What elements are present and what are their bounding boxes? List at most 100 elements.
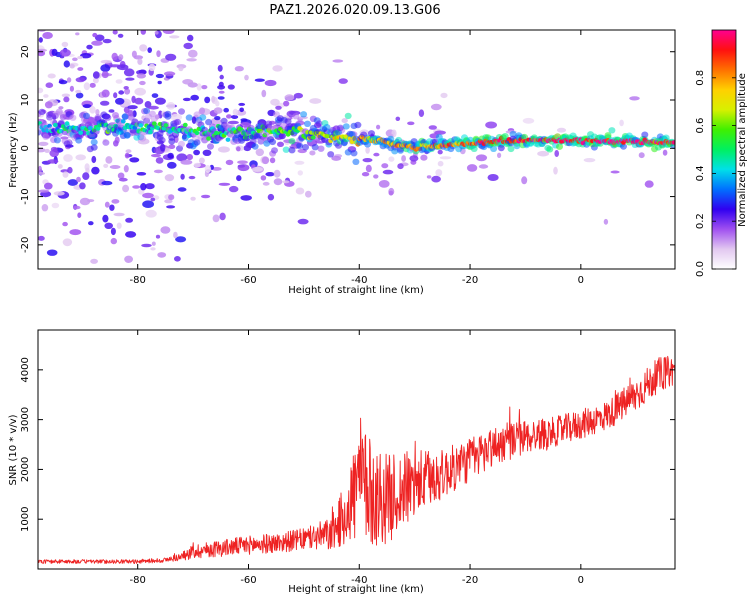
spectrogram-speckle [145,183,155,190]
spectrogram-speckle [117,33,124,38]
spectrogram-halo [288,138,296,145]
spectrogram-speckle [38,172,45,175]
spectrogram-halo [556,143,563,150]
spectrogram-speckle [485,121,497,129]
spectrogram-speckle [103,163,109,168]
spectrogram-speckle [53,191,65,196]
spectrogram-speckle [217,146,230,153]
spectrogram-speckle [113,212,125,217]
spectrogram-speckle [341,118,348,124]
spectrogram-speckle [309,98,322,104]
spectrogram-speckle [58,80,68,85]
spectrogram-speckle [269,157,276,164]
spectrogram-speckle [204,96,211,104]
spectrogram-speckle [111,52,118,61]
spectrogram-speckle [201,85,208,90]
spectrogram-ridge-point [182,122,188,128]
spectrogram-speckle [188,49,198,58]
spectrogram-halo [296,142,304,149]
spectrogram-speckle [110,237,118,245]
x-tick-label: -60 [240,275,256,286]
x-tick-label: 0 [578,275,584,286]
spectrogram-speckle [142,192,154,199]
spectrogram-speckle [215,100,220,107]
spectrogram-halo [207,143,214,150]
spectrogram-panel: -80 -60 -40 -20 0 -20 -10 0 10 20 Height of stra… [8,29,676,296]
spectrogram-halo [344,149,352,156]
spectrogram-speckle [167,152,174,159]
spectrogram-speckle [101,180,113,186]
colorbar-tick-label: 0.6 [695,118,706,134]
spectrogram-speckle [110,227,116,236]
spectrogram-ridge-point [95,126,101,131]
spectrogram-speckle [521,176,528,185]
y-tick-label: 2000 [20,457,31,482]
spectrogram-speckle [638,152,645,159]
spectrogram-speckle [439,156,452,160]
spectrogram-halo [288,147,296,154]
spectrogram-halo [620,143,627,150]
spectrogram-speckle [100,100,110,106]
spectrogram-speckle [100,64,111,72]
spectrogram-speckle [437,160,444,167]
spectrogram-speckle [173,231,178,239]
colorbar: 0.0 0.2 0.4 0.6 0.8 Normalized spectral ampl… [695,29,748,277]
spectrogram-speckle [89,106,96,114]
spectrogram-speckle [583,158,596,163]
spectrogram-halo [90,139,98,146]
spectrogram-speckle [43,94,49,98]
spectrogram-speckle [191,116,197,124]
x-tick-label: -20 [462,575,478,586]
spectrogram-speckle [381,163,389,169]
spectrogram-halo [300,111,308,118]
spectrogram-speckle [213,107,223,114]
spectrogram-speckle [211,167,222,171]
spectrogram-xlabel: Height of straight line (km) [288,285,424,296]
spectrogram-halo [139,135,147,142]
spectrogram-speckle [79,197,91,206]
spectrogram-speckle [101,89,110,98]
spectrogram-halo [59,114,67,121]
spectrogram-halo [317,145,325,152]
spectrogram-speckle [69,229,82,236]
spectrogram-speckle [86,44,93,50]
spectrogram-speckle [42,32,53,39]
spectrogram-halo [46,111,54,118]
spectrogram-speckle [186,58,197,62]
spectrogram-speckle [156,50,161,58]
spectrogram-halo [205,118,213,126]
spectrogram-speckle [160,143,166,152]
spectrogram-speckle [82,172,90,181]
spectrogram-speckle [113,92,118,99]
spectrogram-speckle [109,204,115,211]
spectrogram-speckle [193,149,201,156]
spectrogram-speckle [426,175,432,179]
spectrogram-halo [53,137,61,144]
spectrogram-ridge [38,107,675,165]
spectrogram-speckle [169,35,180,39]
spectrogram-speckle [58,106,64,110]
spectrogram-speckle [283,100,290,107]
spectrogram-speckle [187,34,194,42]
spectrogram-speckle [174,255,181,262]
spectrogram-speckle [211,95,216,103]
spectrogram-speckle [198,157,205,164]
spectrogram-speckle [75,77,86,83]
spectrogram-speckle [151,93,159,98]
spectrogram-speckle [437,149,443,155]
spectrogram-speckle [139,80,146,86]
spectrogram-ridge-point [310,135,316,140]
spectrogram-halo [284,118,292,125]
snr-x-ticks: -80 -60 -40 -20 0 [130,330,584,586]
spectrogram-speckle [293,92,303,99]
spectrogram-speckle [44,182,53,190]
spectrogram-speckle [91,155,97,164]
spectrogram-speckle [75,154,86,161]
colorbar-tick-label: 0.4 [695,165,706,181]
spectrogram-speckle [240,118,248,122]
spectrogram-speckle [63,154,73,162]
spectrogram-speckle [466,164,478,172]
spectrogram-speckle [227,84,235,90]
spectrogram-halo [282,146,290,153]
spectrogram-halo [292,113,300,120]
